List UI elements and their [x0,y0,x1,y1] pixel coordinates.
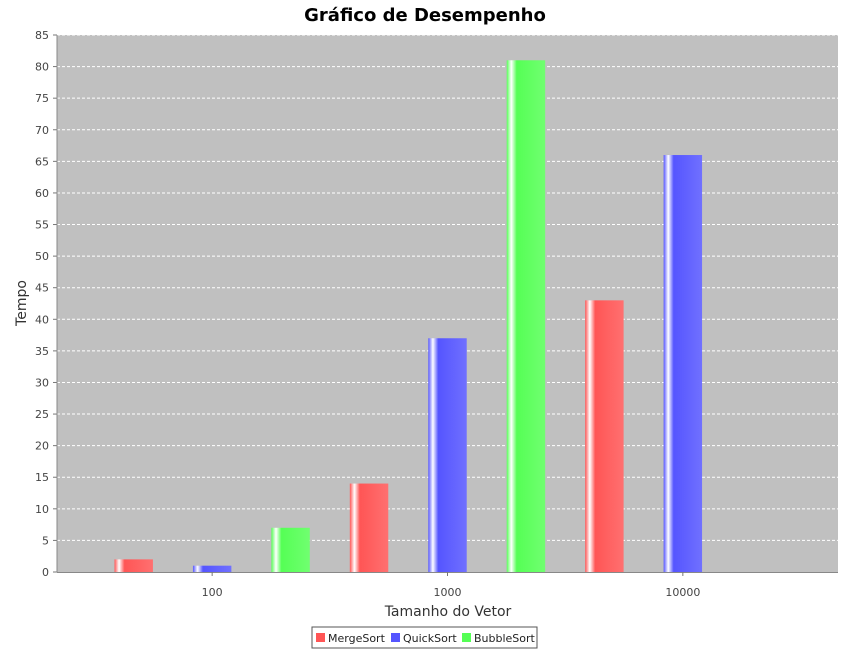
y-tick-label: 75 [35,92,49,105]
y-axis-title: Tempo [14,280,30,327]
bars [114,60,703,573]
bar-mergesort-100 [114,559,153,572]
bar-quicksort-10000 [663,155,703,573]
legend: MergeSort QuickSort BubbleSort [311,626,538,649]
y-tick-label: 60 [35,187,49,200]
x-axis-title: Tamanho do Vetor [384,604,512,620]
y-tick-label: 10 [35,503,49,516]
y-tick-label: 30 [35,376,49,389]
legend-box [311,626,538,649]
x-tick-label: 1000 [434,586,462,599]
y-tick-label: 85 [35,29,49,42]
bar-mergesort-10000 [585,300,624,572]
x-tick-label: 10000 [665,586,700,599]
legend-label-bubblesort: BubbleSort [474,632,536,645]
legend-label-quicksort: QuickSort [403,632,457,645]
x-tick-label: 100 [202,586,223,599]
x-axis: 100 1000 10000 [57,572,838,599]
y-tick-label: 50 [35,250,49,263]
y-tick-label: 40 [35,313,49,326]
y-tick-label: 5 [42,534,49,547]
gridlines [57,34,838,541]
legend-label-mergesort: MergeSort [328,632,386,645]
y-tick-label: 15 [35,471,49,484]
chart-title: Gráfico de Desempenho [304,5,546,26]
y-tick-label: 70 [35,124,49,137]
y-tick-label: 80 [35,61,49,74]
bar-bubblesort-100 [271,527,310,572]
bar-quicksort-100 [192,565,232,572]
y-tick-label: 45 [35,282,49,295]
y-tick-label: 25 [35,408,49,421]
y-axis: 0 5 10 15 20 25 30 35 40 45 50 55 60 65 70 75 80 85 [35,29,58,579]
bar-quicksort-1000 [428,338,467,572]
legend-swatch-quicksort [391,633,400,642]
y-tick-label: 0 [42,566,49,579]
legend-swatch-bubblesort [462,633,471,642]
y-tick-label: 20 [35,440,49,453]
y-tick-label: 65 [35,155,49,168]
legend-swatch-mergesort [316,633,325,642]
bar-mergesort-1000 [349,483,389,572]
bar-bubblesort-1000 [506,60,546,572]
y-tick-label: 35 [35,345,49,358]
y-tick-label: 55 [35,219,49,232]
